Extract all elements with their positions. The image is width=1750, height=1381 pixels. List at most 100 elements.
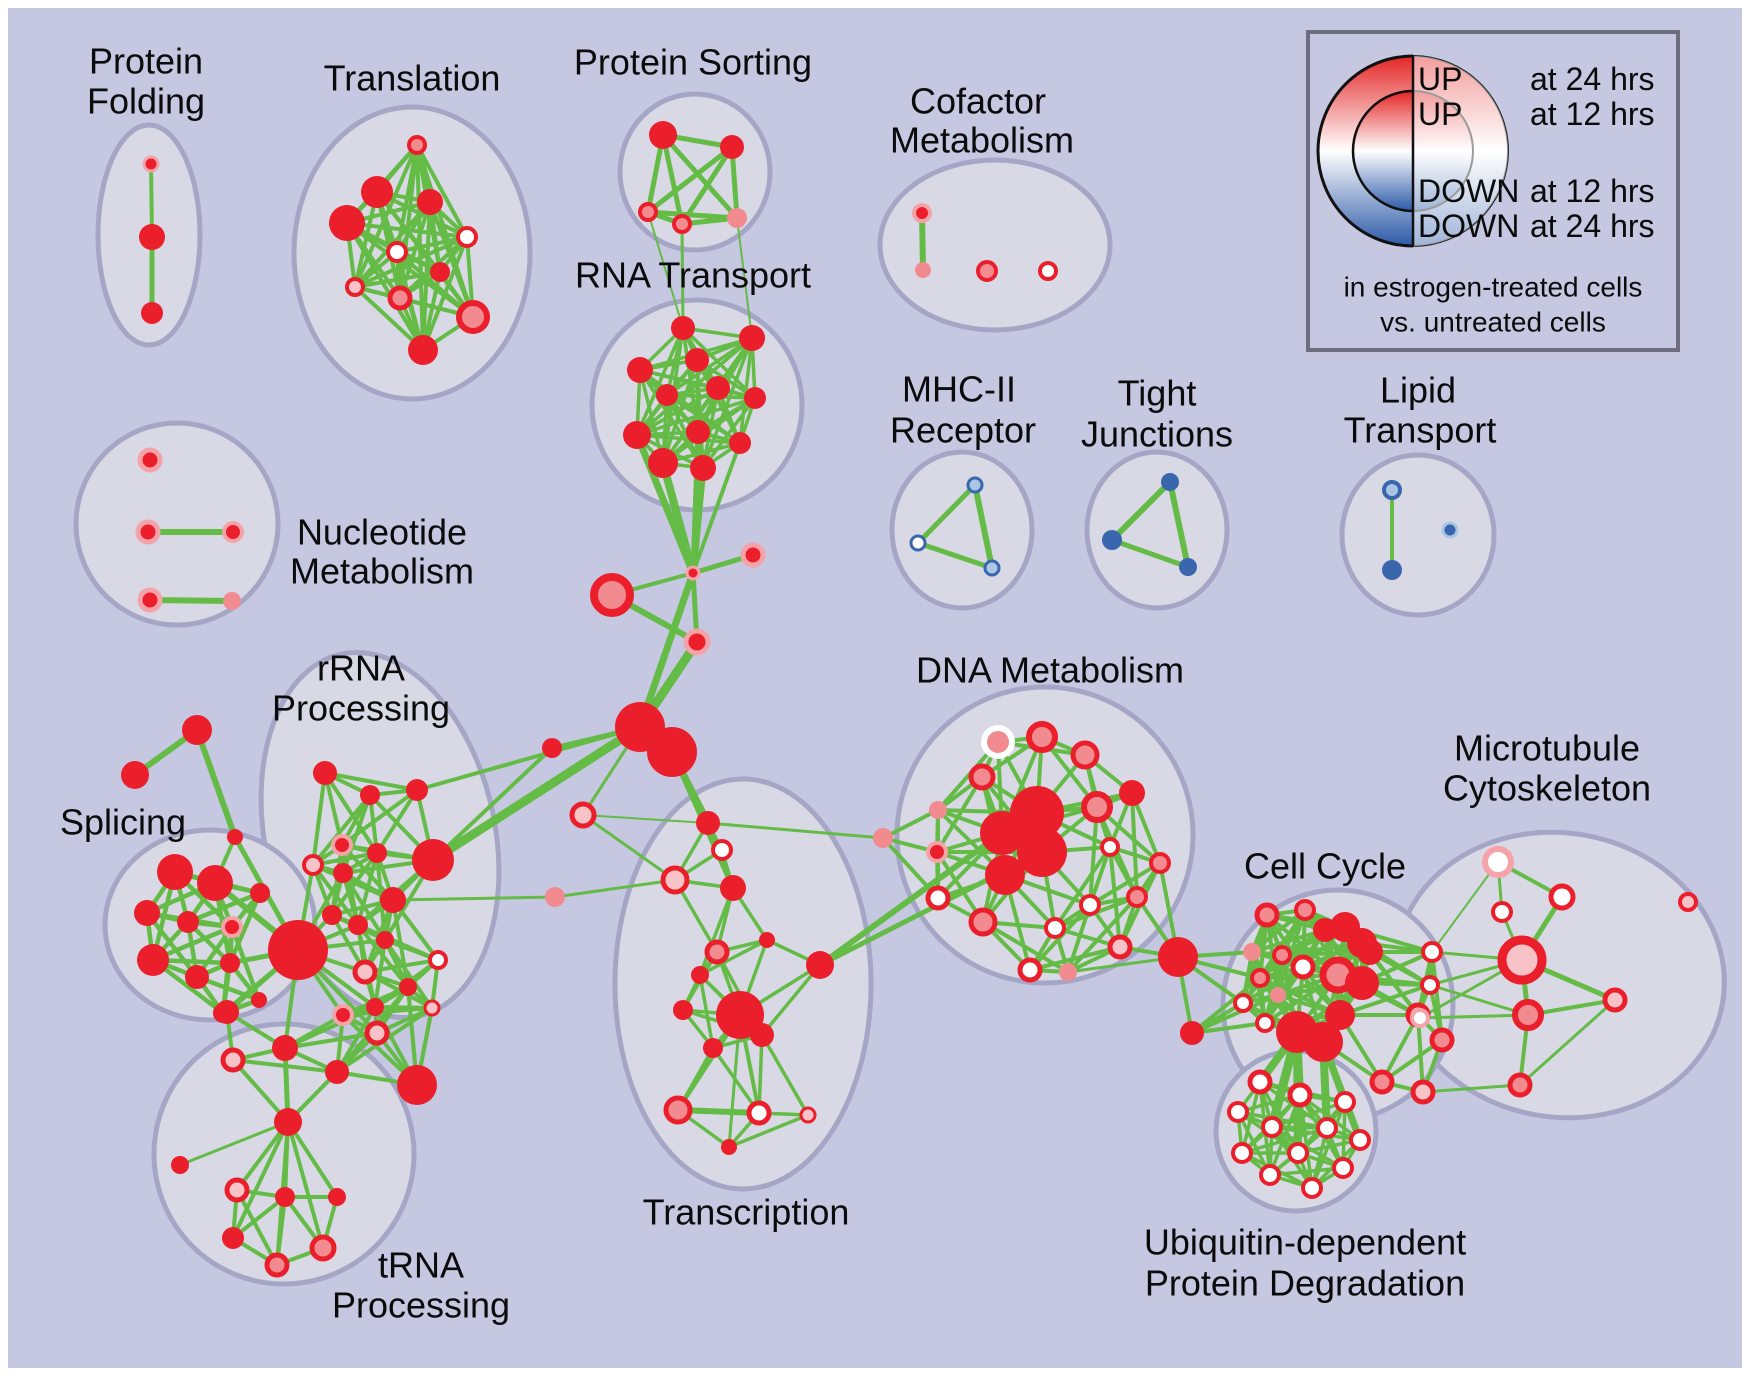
network-node-d12 [926, 841, 948, 863]
cluster-ellipse-mhc-ii-receptor [889, 449, 1035, 611]
network-node-r11 [348, 915, 368, 935]
legend-outer-arc [1316, 54, 1414, 248]
network-edge-rrna-trna [284, 1031, 378, 1050]
cluster-label: MHC-II [902, 369, 1016, 410]
network-node-m6 [1410, 1008, 1430, 1028]
network-node-d21 [1059, 963, 1077, 981]
network-node-tr8 [345, 277, 365, 297]
network-edge-rrna [340, 788, 419, 847]
network-node-c2 [569, 801, 597, 829]
network-node-nm1 [137, 447, 163, 473]
network-node-ps2 [720, 135, 744, 159]
network-edge-protein-sorting [646, 145, 734, 214]
legend-time-label-2: at 12 hrs [1530, 173, 1655, 209]
network-node-r13 [428, 950, 448, 970]
network-edge-rna-transport [635, 327, 685, 436]
network-node-cc25 [1334, 1091, 1356, 1113]
network-node-r14 [352, 959, 378, 985]
network-node-d9 [980, 811, 1024, 855]
network-edge-rna-transport [701, 396, 757, 470]
network-node-rhub [268, 920, 328, 980]
network-node-pf1 [142, 155, 160, 173]
network-node-t1 [224, 1177, 250, 1203]
cluster-label: Microtubule [1454, 728, 1640, 769]
network-node-x2 [711, 839, 733, 861]
network-node-cf1 [912, 203, 932, 223]
network-node-tr6 [386, 241, 408, 263]
cluster-label: rRNA [317, 648, 405, 689]
network-node-t4 [222, 1227, 244, 1249]
network-node-m9 [1507, 1072, 1533, 1098]
network-node-u11 [1259, 1164, 1281, 1186]
network-node-lt2 [1382, 560, 1402, 580]
network-node-q6 [364, 1020, 390, 1046]
network-edge-rna-transport [635, 336, 754, 437]
network-node-tbig [397, 1065, 437, 1105]
network-edge-rna-transport [638, 369, 705, 469]
cluster-label: Protein Sorting [574, 42, 812, 83]
cluster-ellipse-nucleotide-metabolism [73, 420, 281, 628]
network-edge-dna [1108, 846, 1122, 948]
network-edge-cellcycle [1250, 908, 1307, 954]
cluster-label: Processing [272, 688, 450, 729]
network-node-tj1 [1161, 473, 1179, 491]
network-node-d3 [1070, 740, 1100, 770]
cluster-label: RNA Transport [575, 255, 811, 296]
network-node-ps1 [649, 121, 677, 149]
network-node-nm2 [135, 519, 161, 545]
network-edge-trna-bottom [235, 1189, 279, 1266]
network-edge [582, 814, 709, 824]
network-node-x12 [663, 1095, 693, 1125]
network-node-nm5 [223, 592, 241, 610]
network-node-cc6 [1357, 939, 1383, 965]
network-node-r8 [380, 887, 406, 913]
network-node-d13 [1100, 837, 1120, 857]
network-edge-splicing [145, 911, 199, 979]
network-node-r15 [399, 978, 417, 996]
network-node-tj2 [1102, 530, 1122, 550]
network-node-rt10 [729, 432, 751, 454]
network-node-m2 [1548, 883, 1576, 911]
network-node-q2 [332, 1004, 354, 1026]
cluster-label: Cofactor [910, 81, 1046, 122]
network-edge-translation [346, 221, 468, 239]
network-node-x10 [750, 1023, 774, 1047]
cluster-label: Tight [1118, 373, 1197, 414]
network-edge [416, 725, 641, 792]
network-edge-translation [415, 144, 469, 238]
network-edge [972, 484, 995, 569]
network-node-pf2 [139, 224, 165, 250]
network-node-tiso [171, 1156, 189, 1174]
network-node-u5 [1261, 1116, 1283, 1138]
network-edge-dna [1053, 845, 1112, 930]
network-node-d14 [1149, 852, 1171, 874]
network-edge-rrna-trna [374, 1005, 433, 1010]
network-node-ps4 [672, 214, 692, 234]
network-node-x7 [691, 966, 709, 984]
legend-direction-label-0: UP [1418, 61, 1462, 97]
network-node-thub [274, 1108, 302, 1136]
network-edge [554, 878, 676, 899]
network-edge [1518, 998, 1617, 1087]
network-node-lt1 [1382, 480, 1402, 500]
cluster-label: Splicing [60, 802, 186, 843]
network-edge-transcription [760, 963, 822, 1037]
network-node-d4 [968, 763, 996, 791]
network-node-d5 [929, 801, 947, 819]
network-node-c3 [545, 887, 565, 907]
network-edge [194, 728, 238, 839]
network-node-cc2 [1294, 899, 1316, 921]
network-node-cc8 [1272, 945, 1292, 965]
network-edge-dna [1088, 861, 1162, 907]
network-edge-cellcycle [1251, 928, 1326, 954]
network-node-s1 [157, 854, 193, 890]
network-edge-cellcycle [1339, 983, 1431, 1017]
cluster-label: Cytoskeleton [1443, 768, 1651, 809]
network-edge-transcription [728, 1113, 809, 1149]
network-edge-splicing [187, 890, 261, 925]
cluster-label: Receptor [890, 410, 1036, 451]
network-edge-cellcycle [1191, 1021, 1266, 1035]
network-node-m10 [1678, 892, 1698, 912]
legend-direction-label-3: DOWN [1418, 208, 1519, 244]
legend-time-label-1: at 12 hrs [1530, 96, 1655, 132]
